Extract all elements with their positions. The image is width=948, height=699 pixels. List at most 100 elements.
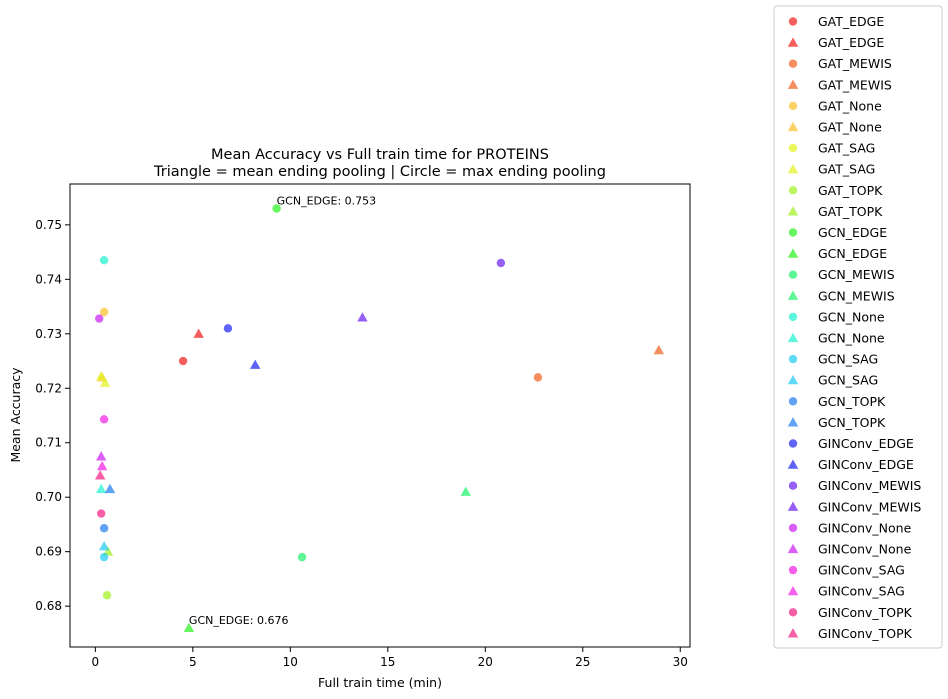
point-gcn-edge-circle <box>272 204 281 213</box>
legend-marker-triangle <box>787 585 799 596</box>
legend-label: GINConv_TOPK <box>818 605 913 620</box>
point-gat-none-circle <box>99 307 109 317</box>
point-gat-topk-circle <box>102 591 112 600</box>
chart-title-line2: Triangle = mean ending pooling | Circle … <box>153 164 606 180</box>
legend-frame <box>773 5 943 649</box>
x-axis-label: Full train time (min) <box>318 675 442 690</box>
legend-marker-circle <box>788 397 798 406</box>
legend-marker-circle <box>788 354 798 364</box>
point-gcn-sag-triangle <box>98 540 110 551</box>
x-tick-label: 20 <box>478 655 493 669</box>
point-gcn-topk-triangle <box>104 483 116 494</box>
point-gat-edge-triangle <box>193 328 204 338</box>
legend-label: GINConv_SAG <box>818 563 905 578</box>
chart-title-line1: Mean Accuracy vs Full train time for PRO… <box>211 147 549 163</box>
legend-label: GCN_None <box>818 331 885 346</box>
point-gat-sag-triangle <box>95 371 107 381</box>
point-ginconv-none-triangle <box>95 451 107 461</box>
legend-marker-triangle <box>787 332 799 343</box>
legend-label: GAT_SAG <box>818 162 875 177</box>
legend-label: GINConv_None <box>818 520 912 535</box>
point-gcn-mewis-triangle <box>460 486 472 496</box>
legend-marker-triangle <box>787 543 799 554</box>
point-gcn-sag-circle <box>99 552 109 562</box>
legend-label: GCN_SAG <box>818 373 878 388</box>
point-ginconv-none-circle <box>95 314 104 323</box>
point-gcn-edge-triangle <box>183 622 195 633</box>
point-ginconv-sag-triangle <box>96 460 108 471</box>
legend-marker-circle <box>788 59 798 68</box>
legend-label: GCN_TOPK <box>818 415 886 430</box>
legend-marker-circle <box>788 17 798 26</box>
legend-label: GINConv_SAG <box>818 584 905 599</box>
legend-marker-triangle <box>787 417 799 427</box>
legend-marker-circle <box>788 228 798 237</box>
y-tick-label: 0.70 <box>35 490 62 504</box>
x-tick-label: 15 <box>380 655 395 669</box>
x-tick-label: 30 <box>673 655 688 669</box>
point-gat-mewis-triangle <box>653 344 665 355</box>
y-tick-label: 0.75 <box>35 218 62 232</box>
point-gcn-none-circle <box>99 256 109 265</box>
point-ginconv-mewis-triangle <box>357 312 368 322</box>
legend-marker-triangle <box>787 459 799 469</box>
point-annotation: GCN_EDGE: 0.753 <box>277 195 377 208</box>
legend-label: GAT_EDGE <box>818 14 884 29</box>
legend-marker-circle <box>788 439 798 448</box>
data-points <box>94 204 665 633</box>
point-ginconv-edge-circle <box>223 324 233 333</box>
legend-label: GCN_EDGE <box>818 225 887 240</box>
legend-marker-circle <box>788 143 798 153</box>
point-ginconv-topk-circle <box>96 509 106 518</box>
legend-label: GINConv_MEWIS <box>818 499 921 514</box>
point-gat-edge-circle <box>178 356 188 366</box>
point-gcn-topk-circle <box>99 524 109 533</box>
legend-label: GAT_EDGE <box>818 35 884 50</box>
legend: GAT_EDGE GAT_EDGE GAT_MEWIS GAT_MEWIS GAT_No… <box>773 5 943 649</box>
plot-area-frame <box>69 183 691 648</box>
legend-marker-circle <box>788 523 798 533</box>
legend-label: GINConv_TOPK <box>818 626 913 641</box>
point-ginconv-edge-triangle <box>249 359 261 369</box>
legend-label: GAT_TOPK <box>818 183 883 198</box>
point-gcn-none-triangle <box>95 483 107 494</box>
point-ginconv-mewis-circle <box>496 258 506 268</box>
legend-label: GINConv_None <box>818 542 912 557</box>
legend-label: GAT_MEWIS <box>818 56 892 71</box>
point-ginconv-topk-triangle <box>94 470 106 480</box>
point-annotation: GCN_EDGE: 0.676 <box>189 614 289 627</box>
legend-label: GAT_None <box>818 120 882 135</box>
point-gat-sag-triangle <box>99 377 111 387</box>
legend-label: GINConv_MEWIS <box>818 478 921 493</box>
legend-label: GAT_None <box>818 98 882 113</box>
y-tick-label: 0.73 <box>35 327 62 341</box>
legend-marker-triangle <box>787 163 799 174</box>
x-tick-label: 25 <box>575 655 590 669</box>
y-axis-label: Mean Accuracy <box>8 367 23 463</box>
legend-marker-circle <box>788 270 798 279</box>
legend-marker-triangle <box>787 290 799 300</box>
y-tick-label: 0.72 <box>35 381 62 395</box>
point-gcn-mewis-circle <box>297 552 307 562</box>
legend-label: GAT_SAG <box>818 141 875 156</box>
legend-marker-triangle <box>787 248 799 258</box>
legend-label: GINConv_EDGE <box>818 436 914 451</box>
legend-marker-circle <box>788 101 798 111</box>
legend-label: GCN_MEWIS <box>818 267 895 282</box>
point-ginconv-sag-circle <box>99 415 109 424</box>
x-tick-label: 5 <box>189 655 197 669</box>
legend-marker-triangle <box>787 501 799 511</box>
legend-marker-triangle <box>787 374 799 385</box>
legend-marker-triangle <box>787 79 799 89</box>
y-tick-label: 0.69 <box>35 545 62 559</box>
legend-label: GCN_TOPK <box>818 394 886 409</box>
legend-label: GAT_TOPK <box>818 204 883 219</box>
legend-marker-triangle <box>787 206 799 216</box>
legend-label: GCN_None <box>818 309 885 324</box>
legend-marker-circle <box>788 481 798 490</box>
legend-label: GAT_MEWIS <box>818 77 892 92</box>
legend-marker-circle <box>788 186 798 195</box>
legend-marker-triangle <box>787 37 799 47</box>
legend-marker-triangle <box>787 628 799 638</box>
